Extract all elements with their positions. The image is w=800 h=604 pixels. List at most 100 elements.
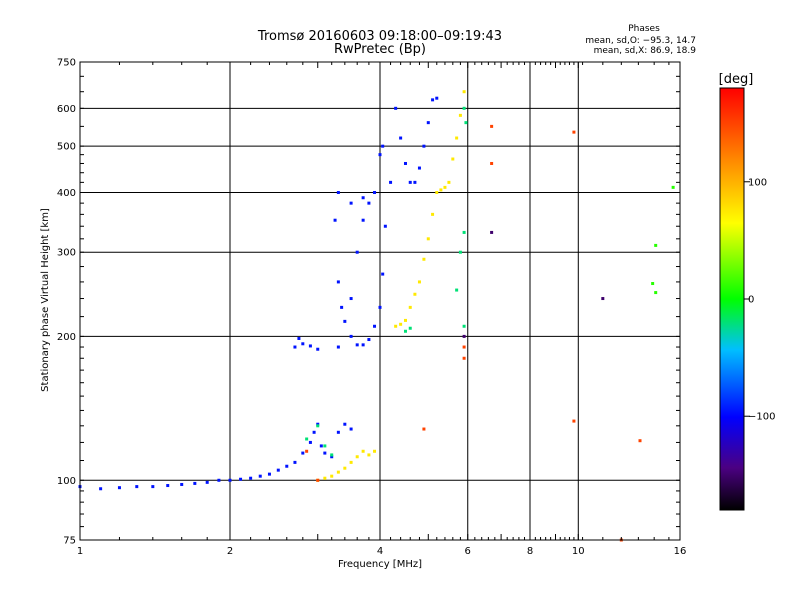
echo-point [330,455,334,459]
echo-point [490,124,494,128]
echo-point [330,453,334,457]
echo-point [361,449,365,453]
echo-point [323,476,327,480]
echo-point [413,292,417,296]
colorbar-tick-label: −100 [748,412,775,423]
echo-point [349,297,353,301]
echo-point [343,319,347,323]
echo-point [462,106,466,110]
echo-point [378,305,382,309]
echo-point [389,180,393,184]
colorbar-tick-label: 100 [748,177,767,188]
echo-point [654,243,658,247]
echo-point [166,484,170,488]
echo-point [308,440,312,444]
echo-point [373,190,377,194]
echo-point [217,478,221,482]
echo-point [422,427,426,431]
echo-point [399,322,403,326]
echo-point [422,144,426,148]
echo-point [361,343,365,347]
y-tick-label: 400 [57,188,76,199]
echo-point [435,190,439,194]
y-tick-label: 300 [57,248,76,259]
echo-point [343,422,347,426]
colorbar-ticks: 100 0 −100 [744,177,775,423]
echo-point [462,90,466,94]
echo-point [408,180,412,184]
chart-subtitle: RwPretec (Bp) [334,42,426,57]
echo-point [276,468,280,472]
echo-point [367,338,371,342]
echo-point [355,250,359,254]
echo-point [403,318,407,322]
echo-point [435,96,439,100]
echo-point [361,218,365,222]
echo-point [462,334,466,338]
echo-point [343,466,347,470]
y-tick-label: 200 [57,332,76,343]
echo-point [336,190,340,194]
echo-point [490,161,494,165]
echo-point [426,121,430,125]
phase-stats-title: Phases [628,24,660,34]
echo-point [638,439,642,443]
echo-point [394,106,398,110]
echo-point [367,453,371,457]
echo-point [654,291,658,295]
echo-point [462,345,466,349]
echo-point [349,460,353,464]
echo-point [293,345,297,349]
y-tick-label: 750 [57,58,76,69]
echo-point [455,288,459,292]
echo-point [408,305,412,309]
echo-point [301,342,305,346]
colorbar [719,87,745,511]
x-axis-ticks: 1 2 4 6 8 10 16 [77,62,686,557]
echo-point [439,188,443,192]
echo-point [399,136,403,140]
x-axis-label: Frequency [MHz] [338,559,422,570]
x-tick-label: 4 [377,546,383,557]
echo-point [117,486,121,490]
echo-point [458,250,462,254]
echo-point [443,185,447,189]
echo-point [99,487,103,491]
echo-point [383,224,387,228]
echo-point [394,324,398,328]
echo-point [431,212,435,216]
chart-title: Tromsø 20160603 09:18:00–09:19:43 [257,29,502,44]
echo-point [228,478,232,482]
echo-point [349,334,353,338]
echo-point [403,161,407,165]
echo-point [447,180,451,184]
echo-point [373,324,377,328]
echo-point [267,472,271,476]
y-tick-label: 500 [57,142,76,153]
echo-point [316,424,320,428]
echo-point [490,230,494,234]
grid-lines [79,61,681,541]
echo-point [431,98,435,102]
echo-point [297,336,301,340]
echo-point [355,343,359,347]
echo-point [381,144,385,148]
echo-point [333,218,337,222]
y-tick-label: 100 [57,476,76,487]
echo-point [373,449,377,453]
colorbar-label: [deg] [719,72,754,87]
echo-point [340,305,344,309]
echo-point [671,185,675,189]
echo-points [78,90,675,542]
y-tick-label: 75 [63,536,76,547]
echo-point [455,136,459,140]
echo-point [349,201,353,205]
echo-point [367,201,371,205]
echo-point [355,455,359,459]
x-tick-label: 8 [527,546,533,557]
echo-point [651,282,655,286]
y-tick-label: 600 [57,104,76,115]
echo-point [293,460,297,464]
